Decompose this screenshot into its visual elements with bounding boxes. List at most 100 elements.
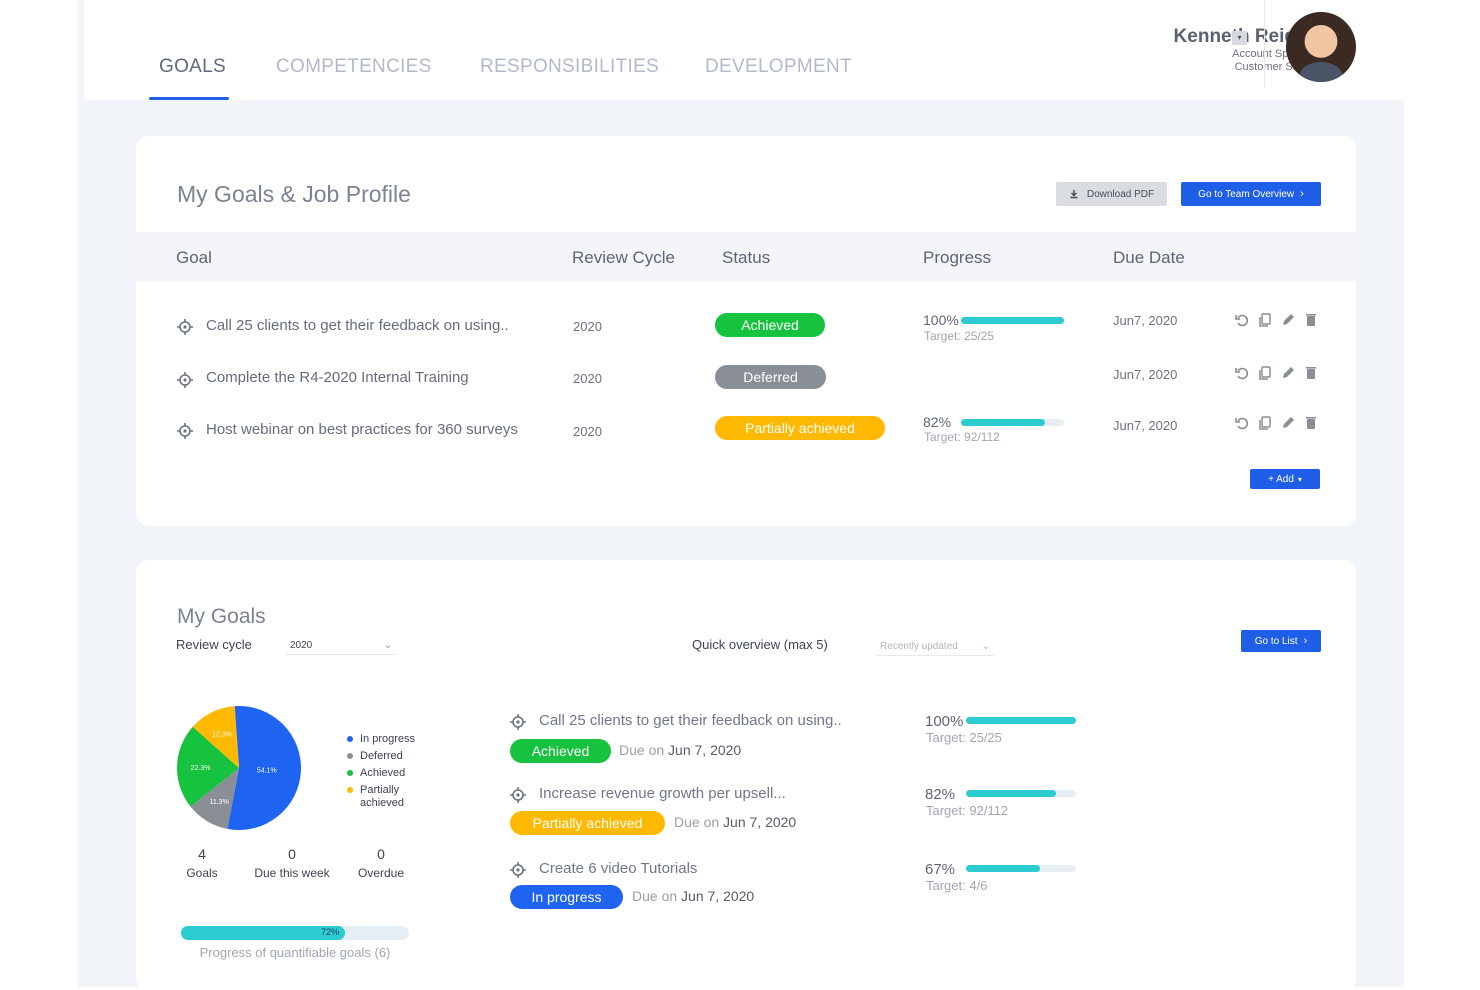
quantifiable-progress-caption: Progress of quantifiable goals (6) bbox=[199, 945, 391, 960]
team-overview-label: Go to Team Overview bbox=[1198, 188, 1295, 200]
download-pdf-button[interactable]: Download PDF bbox=[1056, 182, 1167, 206]
add-goal-label: + Add bbox=[1268, 473, 1294, 485]
go-to-list-button[interactable]: Go to List › bbox=[1241, 630, 1321, 652]
legend-label: In progress bbox=[360, 733, 416, 745]
stat-goals-label: Goals bbox=[186, 866, 218, 880]
legend-dot bbox=[347, 787, 353, 793]
due-info: Due on Jun 7, 2020 bbox=[674, 814, 796, 830]
go-to-list-label: Go to List bbox=[1254, 635, 1298, 647]
trash-icon[interactable] bbox=[1303, 365, 1319, 381]
status-badge: In progress bbox=[510, 885, 623, 909]
row-actions bbox=[1234, 365, 1319, 381]
due-date: Jun7, 2020 bbox=[1113, 367, 1178, 382]
status-badge: Partially achieved bbox=[510, 811, 665, 835]
due-info: Due on Jun 7, 2020 bbox=[632, 888, 754, 904]
legend-item: Deferred bbox=[347, 750, 415, 763]
goal-title: Complete the R4-2020 Internal Training bbox=[206, 369, 469, 386]
progress-bar bbox=[966, 790, 1076, 797]
legend-dot bbox=[347, 770, 353, 776]
pie-slice-deferred bbox=[190, 768, 239, 829]
progress-target: Target: 92/112 bbox=[926, 803, 1009, 818]
status-badge: Achieved bbox=[510, 739, 611, 763]
legend-dot bbox=[347, 736, 353, 742]
due-date: Jun 7, 2020 bbox=[681, 888, 755, 904]
tab-responsibilities[interactable]: RESPONSIBILITIES bbox=[480, 56, 660, 77]
chevron-down-icon: ⌄ bbox=[383, 640, 392, 651]
column-progress: Progress bbox=[923, 248, 992, 267]
due-date: Jun7, 2020 bbox=[1113, 313, 1178, 328]
progress-target: Target: 92/112 bbox=[924, 430, 1000, 444]
header-divider bbox=[1264, 0, 1265, 88]
status-badge: Achieved bbox=[715, 313, 825, 337]
progress-bar-fill bbox=[966, 790, 1057, 797]
tab-goals[interactable]: GOALS bbox=[159, 56, 226, 77]
card-title: My Goals bbox=[177, 605, 266, 628]
trash-icon[interactable] bbox=[1303, 415, 1319, 431]
copy-icon[interactable] bbox=[1257, 365, 1273, 381]
pie-slice-partially-achieved bbox=[192, 706, 239, 768]
tab-development[interactable]: DEVELOPMENT bbox=[705, 56, 852, 77]
add-goal-button[interactable]: + Add ▾ bbox=[1250, 469, 1320, 489]
progress-bar bbox=[966, 865, 1076, 872]
due-date: Jun 7, 2020 bbox=[668, 742, 742, 758]
pie-data-label: 12.3% bbox=[212, 731, 232, 738]
progress-target: Target: 25/25 bbox=[926, 730, 1002, 745]
undo-icon[interactable] bbox=[1234, 365, 1250, 381]
pie-data-label: 11.3% bbox=[209, 799, 228, 806]
sort-select[interactable]: Recently updated ⌄ bbox=[876, 638, 994, 656]
legend-label: Deferred bbox=[360, 750, 403, 762]
copy-icon[interactable] bbox=[1257, 312, 1273, 328]
target-icon bbox=[510, 787, 526, 803]
due-prefix: Due on bbox=[619, 742, 665, 758]
trash-icon[interactable] bbox=[1303, 312, 1319, 328]
review-cycle-value: 2020 bbox=[573, 371, 602, 386]
progress-percent: 67% bbox=[925, 861, 956, 878]
review-cycle-label: Review cycle bbox=[176, 637, 252, 652]
pie-data-label: 54.1% bbox=[257, 768, 277, 775]
stat-overdue-label: Overdue bbox=[357, 866, 405, 880]
goals-profile-card: My Goals & Job Profile Download PDF Go t… bbox=[136, 136, 1356, 526]
progress-percent: 82% bbox=[923, 414, 952, 430]
top-bar: GOALS COMPETENCIES RESPONSIBILITIES DEVE… bbox=[84, 0, 1404, 100]
column-goal: Goal bbox=[176, 248, 212, 267]
chevron-right-icon: › bbox=[1300, 188, 1304, 200]
status-badge: Partially achieved bbox=[715, 416, 885, 440]
edit-icon[interactable] bbox=[1280, 415, 1296, 431]
tab-competencies[interactable]: COMPETENCIES bbox=[276, 56, 432, 77]
progress-percent: 100% bbox=[925, 713, 964, 730]
due-prefix: Due on bbox=[632, 888, 678, 904]
legend-dot bbox=[347, 753, 353, 759]
review-cycle-value: 2020 bbox=[573, 424, 602, 439]
legend-label: Achieved bbox=[360, 767, 406, 779]
team-overview-button[interactable]: Go to Team Overview › bbox=[1181, 182, 1321, 206]
edit-icon[interactable] bbox=[1280, 312, 1296, 328]
chevron-down-icon: ⌄ bbox=[981, 641, 990, 652]
due-date: Jun7, 2020 bbox=[1113, 418, 1178, 433]
undo-icon[interactable] bbox=[1234, 312, 1250, 328]
review-cycle-selected: 2020 bbox=[290, 640, 313, 651]
row-actions bbox=[1234, 312, 1319, 328]
quantifiable-progress-percent: 72% bbox=[321, 927, 340, 937]
review-cycle-select[interactable]: 2020 ⌄ bbox=[286, 637, 396, 655]
target-icon bbox=[177, 372, 193, 388]
pie-slice-in-progress bbox=[227, 706, 301, 830]
undo-icon[interactable] bbox=[1234, 415, 1250, 431]
card-title: My Goals & Job Profile bbox=[177, 181, 411, 207]
user-menu-caret-icon[interactable]: ▾ bbox=[1232, 31, 1247, 45]
avatar[interactable] bbox=[1286, 12, 1356, 82]
progress-bar-fill bbox=[961, 419, 1046, 426]
due-prefix: Due on bbox=[674, 814, 720, 830]
pie-data-label: 22.3% bbox=[191, 765, 211, 772]
legend-item: Partially achieved bbox=[347, 784, 415, 810]
edit-icon[interactable] bbox=[1280, 365, 1296, 381]
table-header: Goal Review Cycle Status Progress Due Da… bbox=[136, 232, 1356, 281]
progress-bar bbox=[961, 317, 1064, 324]
copy-icon[interactable] bbox=[1257, 415, 1273, 431]
target-icon bbox=[510, 862, 526, 878]
target-icon bbox=[510, 714, 526, 730]
legend-item: In progress bbox=[347, 733, 415, 746]
progress-target: Target: 4/6 bbox=[926, 878, 988, 893]
column-due-date: Due Date bbox=[1113, 248, 1185, 267]
chevron-down-icon: ▾ bbox=[1297, 474, 1302, 484]
chart-legend: In progress Deferred Achieved Partially … bbox=[347, 733, 415, 814]
